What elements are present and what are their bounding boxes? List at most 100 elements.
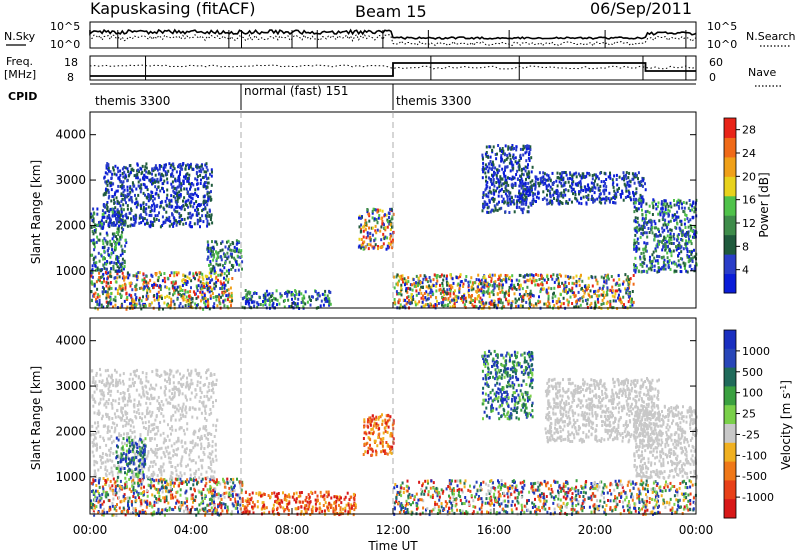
heat-cell [600,198,603,201]
heat-cell [488,291,491,295]
heat-cell [494,206,497,210]
heat-cell [528,191,531,195]
heat-cell [510,200,513,204]
heat-cell [194,302,197,306]
heat-cell [138,221,141,225]
heat-cell [202,207,205,211]
heat-cell [190,279,193,283]
heat-cell [482,302,485,306]
heat-cell [660,200,663,204]
heat-cell [122,510,125,514]
heat-cell [142,201,145,205]
heat-cell [195,271,197,275]
heat-cell [187,290,189,294]
heat-cell [655,202,657,206]
heat-cell [583,291,586,295]
heat-cell [513,292,516,296]
heat-cell [369,237,372,241]
heat-cell [205,214,208,218]
heat-cell [108,169,110,173]
heat-cell [623,178,625,182]
heat-cell [190,200,193,204]
heat-cell [427,297,430,301]
heat-cell [465,275,468,278]
heat-cell [123,299,126,303]
heat-cell [420,296,423,300]
heat-cell [515,145,518,149]
heat-cell [688,264,691,268]
heat-cell [219,302,222,306]
heat-cell [270,295,272,298]
heat-cell [103,249,106,253]
heat-cell [404,283,406,287]
heat-cell [655,226,658,230]
heat-cell [197,295,200,299]
heat-cell [610,197,613,201]
heat-cell [687,206,690,210]
heat-cell [362,247,365,251]
heat-cell [173,291,176,295]
heat-cell [207,243,210,247]
heat-cell [106,240,109,244]
heat-cell [442,287,445,291]
heat-cell [527,194,530,197]
heat-cell [480,278,483,282]
heat-cell [523,199,526,203]
heat-cell [119,222,122,226]
heat-cell [477,285,479,289]
heat-cell [240,488,243,492]
heat-cell [214,295,217,299]
heat-cell [596,175,599,179]
heat-cell [144,511,147,515]
heat-cell [119,265,122,269]
heat-cell [517,177,519,181]
heat-cell [321,292,324,296]
heat-cell [633,205,636,209]
heat-cell [524,280,527,284]
heat-cell [506,196,509,199]
heat-cell [393,301,396,305]
heat-cell [545,281,548,285]
heat-cell [127,501,129,505]
heat-cell [438,288,441,292]
heat-cell [294,296,297,300]
heat-cell [518,191,520,195]
heat-cell [185,203,187,207]
heat-cell [169,219,172,223]
heat-cell [626,183,629,187]
heat-cell [412,278,415,282]
heat-cell [145,284,148,288]
heat-cell [237,495,240,499]
heat-cell [383,223,385,227]
heat-cell [213,479,215,483]
noise-traces [89,28,697,48]
heat-cell [218,300,221,304]
heat-cell [141,164,144,168]
heat-cell [605,185,608,189]
heat-cell [174,209,177,213]
heat-cell [625,278,628,282]
heat-cell [684,266,686,270]
heat-cell [204,303,207,307]
heat-cell [652,206,655,210]
heat-cell [507,147,510,151]
heat-cell [547,297,550,301]
heat-cell [191,497,194,501]
heat-cell [166,294,169,298]
heat-cell [130,199,133,203]
heat-cell [133,184,136,188]
heat-cell [156,178,159,182]
heat-cell [623,303,625,307]
heat-cell [549,179,552,183]
heat-cell [92,478,95,482]
heat-cell [105,231,108,235]
heat-cell [639,257,642,261]
heat-cell [436,274,439,277]
heat-cell [227,288,230,292]
heat-cell [105,284,108,288]
heat-cell [126,192,129,196]
heat-cell [256,301,259,305]
heat-cell [642,247,645,251]
heat-cell [164,219,167,223]
heat-cell [603,171,606,175]
